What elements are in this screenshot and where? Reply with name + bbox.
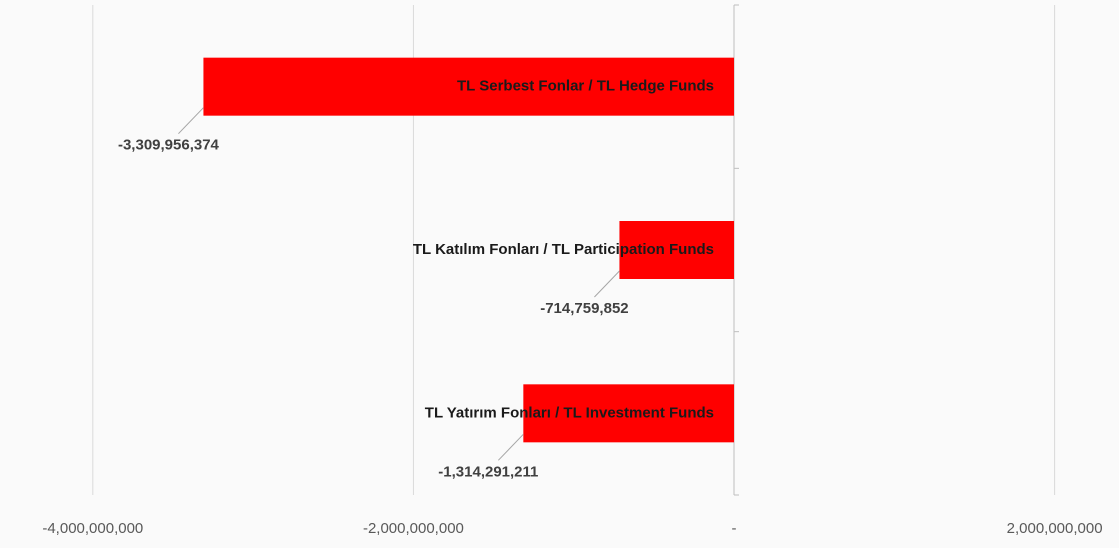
category-label: TL Serbest Fonlar / TL Hedge Funds [457, 78, 714, 95]
x-tick-label: - [732, 520, 737, 537]
x-tick-label: -4,000,000,000 [42, 520, 143, 537]
chart: -4,000,000,000-2,000,000,000-2,000,000,0… [0, 0, 1119, 548]
x-tick-label: 2,000,000,000 [1007, 520, 1103, 537]
x-tick-label: -2,000,000,000 [363, 520, 464, 537]
category-label: TL Katılım Fonları / TL Participation Fu… [413, 241, 714, 258]
data-label: -1,314,291,211 [438, 463, 538, 480]
data-label: -714,759,852 [540, 300, 628, 317]
data-label: -3,309,956,374 [118, 137, 220, 154]
category-label: TL Yatırım Fonları / TL Investment Funds [425, 404, 714, 421]
